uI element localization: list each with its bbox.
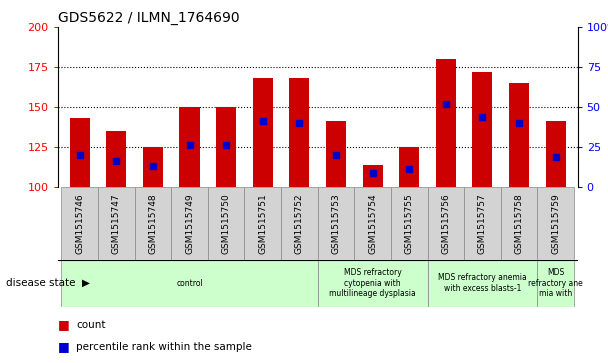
FancyBboxPatch shape	[281, 187, 317, 260]
Bar	[399, 147, 420, 187]
Text: GDS5622 / ILMN_1764690: GDS5622 / ILMN_1764690	[58, 11, 240, 25]
Text: GSM1515758: GSM1515758	[514, 193, 523, 254]
Text: MDS refractory
cytopenia with
multilineage dysplasia: MDS refractory cytopenia with multilinea…	[329, 268, 416, 298]
Text: GSM1515752: GSM1515752	[295, 193, 304, 254]
FancyBboxPatch shape	[317, 260, 427, 307]
Bar	[143, 147, 163, 187]
Text: MDS refractory anemia
with excess blasts-1: MDS refractory anemia with excess blasts…	[438, 273, 527, 293]
Text: percentile rank within the sample: percentile rank within the sample	[76, 342, 252, 352]
Text: GSM1515746: GSM1515746	[75, 193, 85, 254]
Bar	[216, 107, 237, 187]
FancyBboxPatch shape	[317, 187, 354, 260]
Bar	[326, 122, 346, 187]
FancyBboxPatch shape	[61, 260, 317, 307]
Bar	[509, 83, 529, 187]
Text: GSM1515748: GSM1515748	[148, 193, 157, 254]
Text: GSM1515753: GSM1515753	[331, 193, 340, 254]
Text: GSM1515747: GSM1515747	[112, 193, 121, 254]
Text: GSM1515754: GSM1515754	[368, 193, 377, 254]
FancyBboxPatch shape	[208, 187, 244, 260]
FancyBboxPatch shape	[391, 187, 427, 260]
Bar	[436, 59, 456, 187]
Text: GSM1515751: GSM1515751	[258, 193, 268, 254]
Text: MDS
refractory ane
mia with: MDS refractory ane mia with	[528, 268, 583, 298]
FancyBboxPatch shape	[61, 187, 98, 260]
Text: GSM1515757: GSM1515757	[478, 193, 487, 254]
Text: ■: ■	[58, 340, 69, 353]
Text: disease state  ▶: disease state ▶	[6, 278, 90, 288]
FancyBboxPatch shape	[134, 187, 171, 260]
FancyBboxPatch shape	[244, 187, 281, 260]
FancyBboxPatch shape	[464, 187, 501, 260]
FancyBboxPatch shape	[354, 187, 391, 260]
Bar	[362, 164, 382, 187]
FancyBboxPatch shape	[427, 260, 537, 307]
Bar	[253, 78, 273, 187]
FancyBboxPatch shape	[501, 187, 537, 260]
FancyBboxPatch shape	[537, 187, 574, 260]
Text: GSM1515759: GSM1515759	[551, 193, 560, 254]
Text: GSM1515750: GSM1515750	[222, 193, 230, 254]
Bar	[106, 131, 126, 187]
Text: count: count	[76, 320, 106, 330]
Text: GSM1515749: GSM1515749	[185, 193, 194, 254]
Text: GSM1515756: GSM1515756	[441, 193, 451, 254]
Bar	[545, 122, 565, 187]
FancyBboxPatch shape	[171, 187, 208, 260]
Bar	[289, 78, 309, 187]
Bar	[179, 107, 199, 187]
FancyBboxPatch shape	[537, 260, 574, 307]
Text: GSM1515755: GSM1515755	[405, 193, 413, 254]
Text: control: control	[176, 279, 203, 287]
FancyBboxPatch shape	[98, 187, 134, 260]
Bar	[70, 118, 90, 187]
Bar	[472, 72, 492, 187]
FancyBboxPatch shape	[427, 187, 464, 260]
Text: ■: ■	[58, 318, 69, 331]
